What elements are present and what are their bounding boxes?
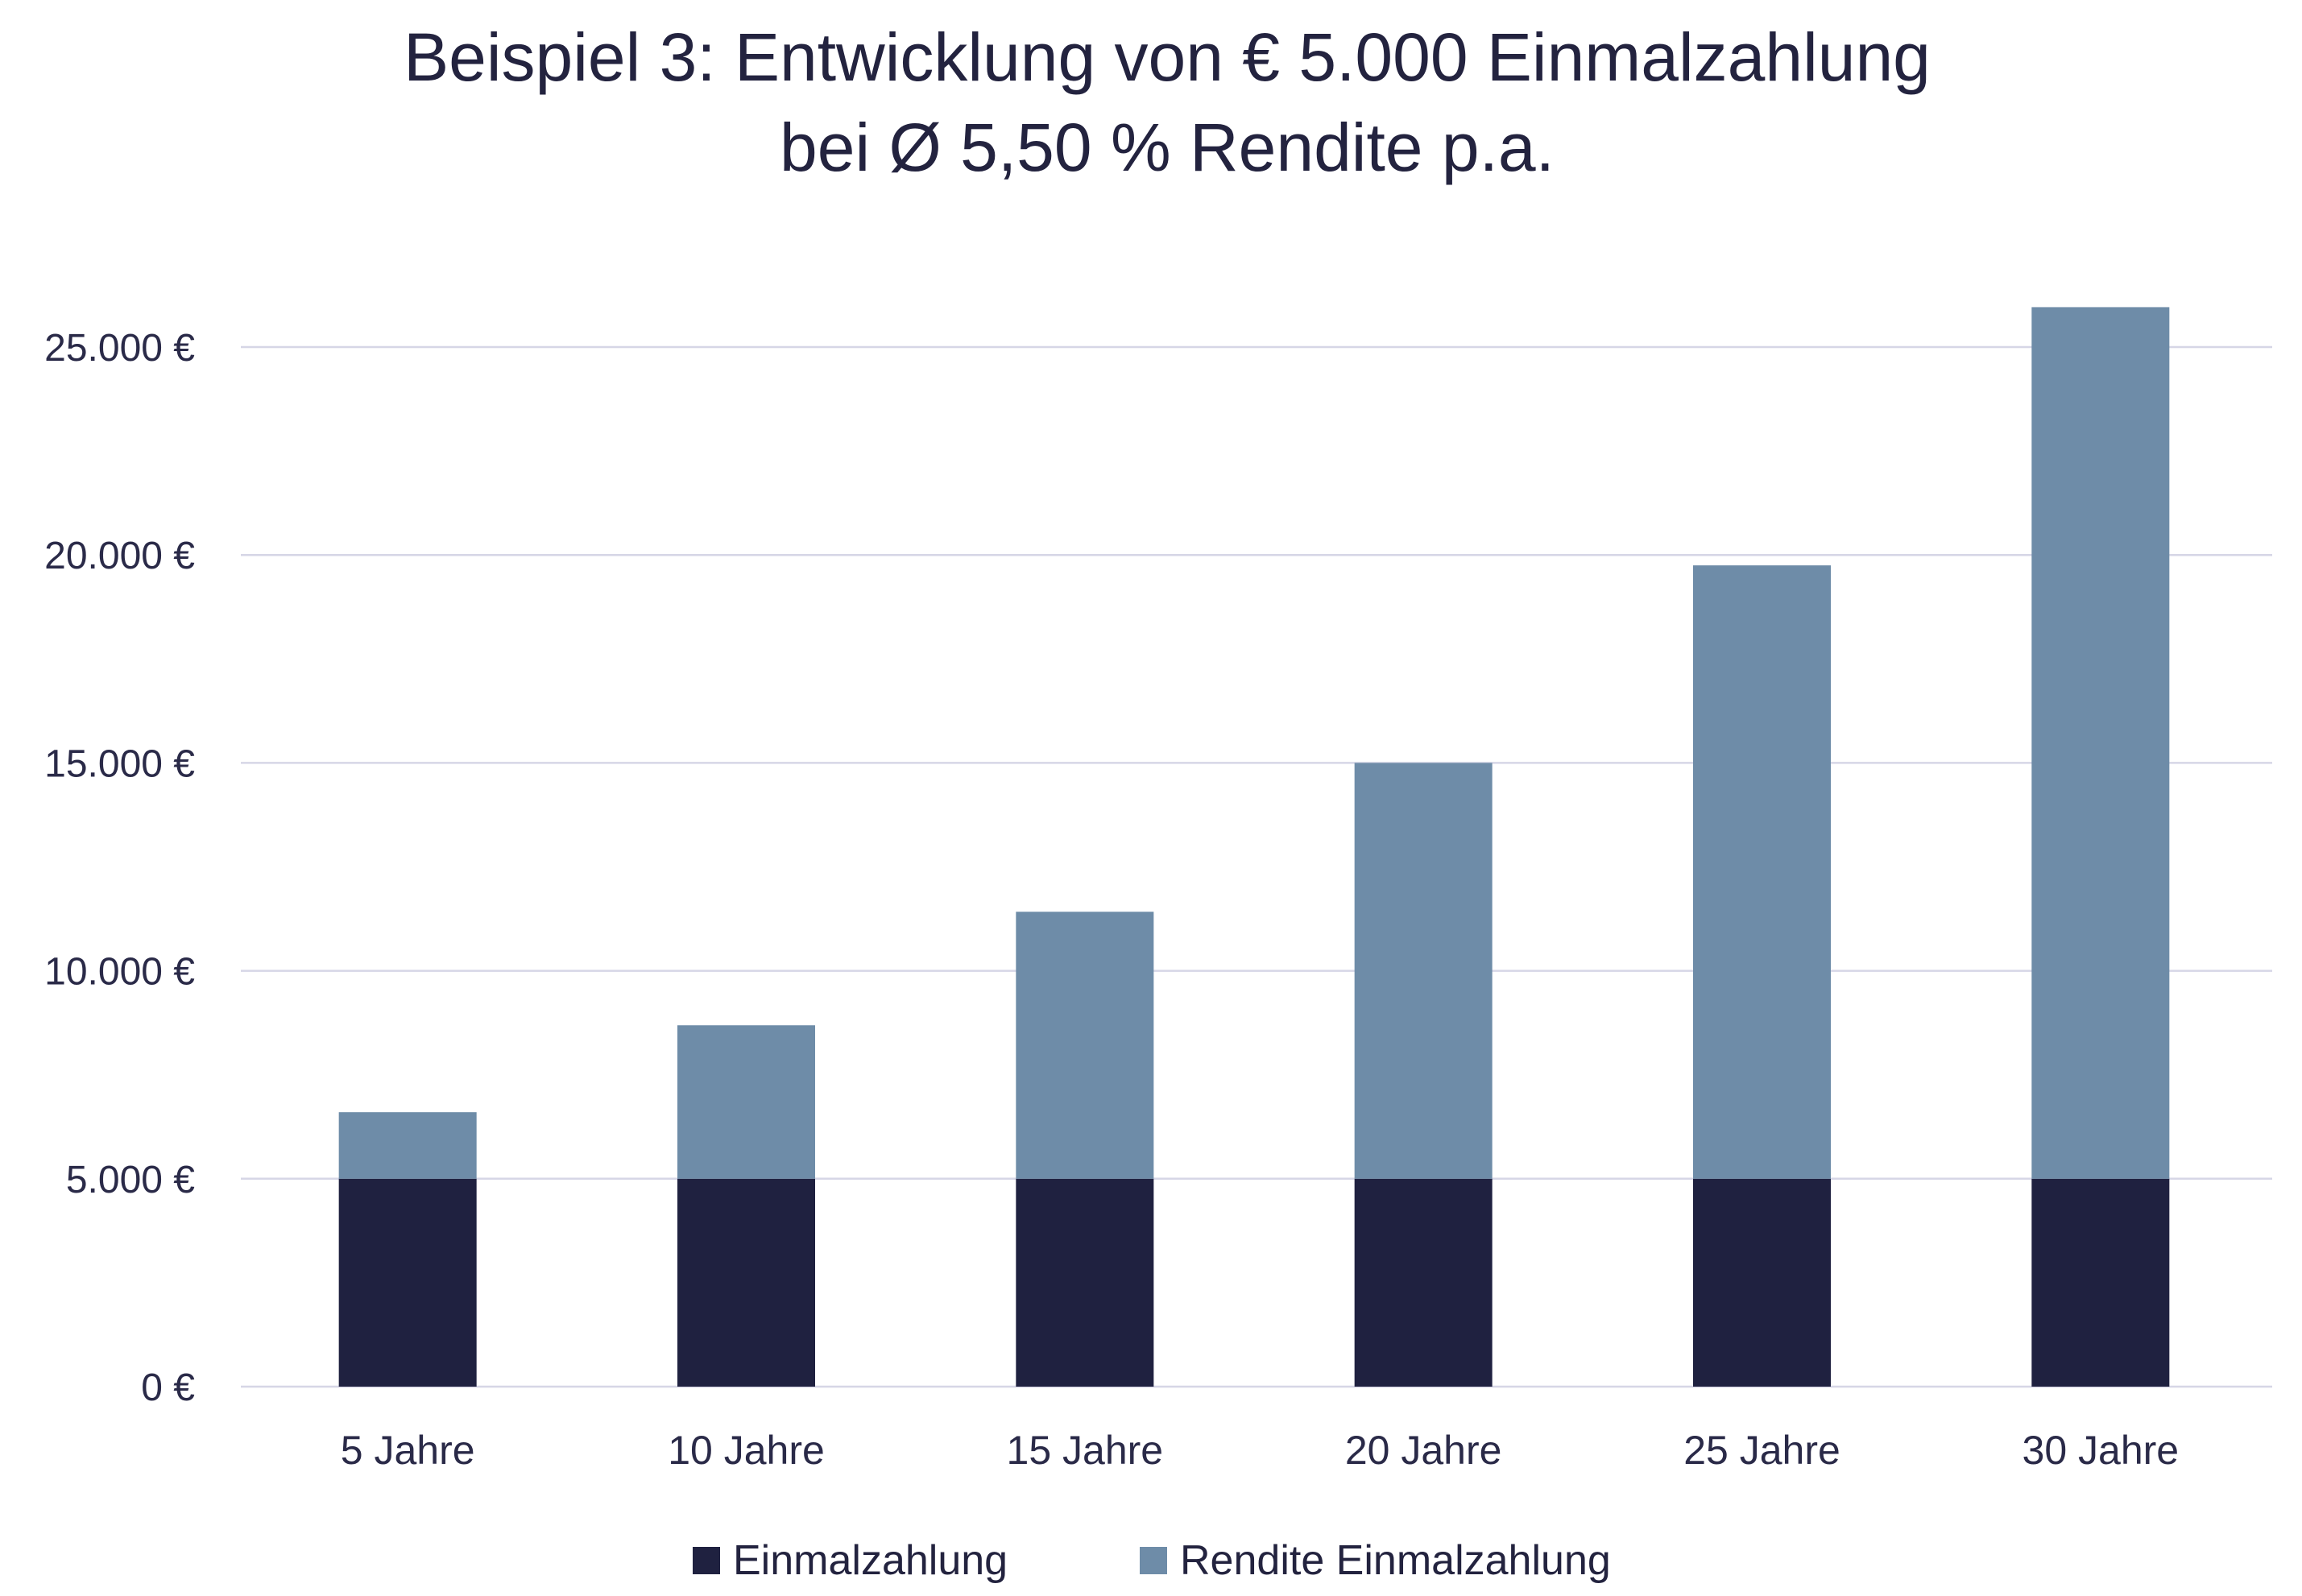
y-tick-label: 0 € <box>141 1367 195 1409</box>
x-tick-label: 10 Jahre <box>668 1428 825 1473</box>
bar-rendite <box>677 1025 815 1179</box>
y-tick-label: 20.000 € <box>44 535 195 577</box>
bar-rendite <box>1693 565 1831 1179</box>
y-tick-label: 10.000 € <box>44 951 195 994</box>
bar-einmalzahlung <box>1016 1178 1154 1387</box>
x-tick-label: 5 Jahre <box>341 1428 475 1473</box>
bar-rendite <box>1016 912 1154 1179</box>
legend: Einmalzahlung Rendite Einmalzahlung <box>693 1537 1611 1584</box>
legend-swatch <box>1140 1547 1167 1574</box>
bar-rendite <box>2031 307 2170 1179</box>
chart-title-line-1: Beispiel 3: Entwicklung von € 5.000 Einm… <box>404 19 1931 95</box>
y-tick-label: 5.000 € <box>66 1159 195 1201</box>
bar-rendite <box>1354 763 1493 1179</box>
y-tick-label: 25.000 € <box>44 327 195 370</box>
legend-swatch <box>693 1547 720 1574</box>
x-tick-label: 30 Jahre <box>2023 1428 2180 1473</box>
x-axis: 5 Jahre 10 Jahre 15 Jahre 20 Jahre 25 Jahre 3… <box>341 1428 2179 1473</box>
y-tick-label: 15.000 € <box>44 742 195 785</box>
bar-einmalzahlung <box>338 1178 477 1387</box>
legend-label: Einmalzahlung <box>733 1537 1008 1584</box>
bar-einmalzahlung <box>677 1178 815 1387</box>
y-axis: 0 € 5.000 € 10.000 € 15.000 € 20.000 € 25.000… <box>44 327 195 1409</box>
x-tick-label: 25 Jahre <box>1683 1428 1840 1473</box>
bars <box>338 307 2170 1387</box>
x-tick-label: 15 Jahre <box>1007 1428 1164 1473</box>
bar-einmalzahlung <box>1354 1178 1493 1387</box>
bar-einmalzahlung <box>2031 1178 2170 1387</box>
gridlines <box>241 345 2272 1388</box>
bar-rendite <box>338 1112 477 1179</box>
legend-label: Rendite Einmalzahlung <box>1180 1537 1611 1584</box>
bar-einmalzahlung <box>1693 1178 1831 1387</box>
chart-title-line-2: bei Ø 5,50 % Rendite p.a. <box>780 110 1555 185</box>
x-tick-label: 20 Jahre <box>1345 1428 1502 1473</box>
